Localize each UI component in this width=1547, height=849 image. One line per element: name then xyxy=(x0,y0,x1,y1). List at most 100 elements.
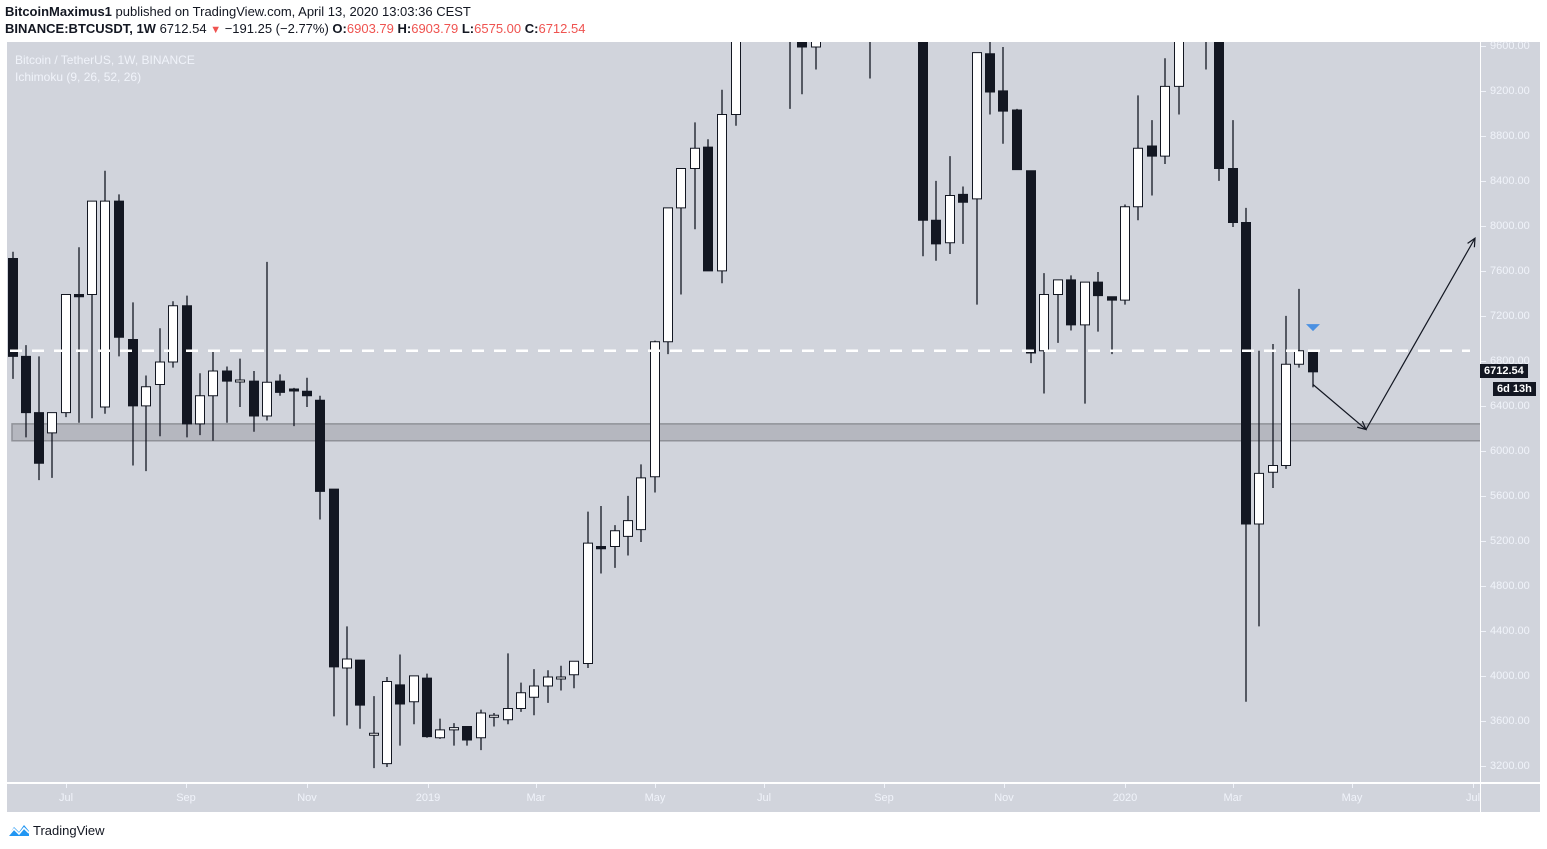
candle[interactable] xyxy=(811,42,821,70)
candle[interactable] xyxy=(529,669,539,716)
candle[interactable] xyxy=(342,626,352,726)
candle[interactable] xyxy=(1012,108,1022,171)
candle[interactable] xyxy=(569,660,579,689)
candle[interactable] xyxy=(945,156,955,254)
candle[interactable] xyxy=(1093,272,1103,332)
candle[interactable] xyxy=(315,395,325,520)
candle[interactable] xyxy=(610,525,620,568)
candle[interactable] xyxy=(1294,288,1304,368)
time-tick-mark xyxy=(884,784,885,788)
candle[interactable] xyxy=(731,42,741,126)
candle[interactable] xyxy=(596,506,606,574)
candle[interactable] xyxy=(355,659,365,729)
candle[interactable] xyxy=(395,654,405,746)
candle[interactable] xyxy=(489,713,499,727)
candle[interactable] xyxy=(583,511,593,668)
candle[interactable] xyxy=(1107,296,1117,355)
candle[interactable] xyxy=(1308,349,1318,388)
candle[interactable] xyxy=(503,653,513,725)
candle[interactable] xyxy=(422,673,432,738)
candle[interactable] xyxy=(786,42,795,109)
candle[interactable] xyxy=(1254,350,1264,627)
candle[interactable] xyxy=(998,47,1008,144)
candle[interactable] xyxy=(21,345,31,438)
candle[interactable] xyxy=(1026,170,1036,364)
candle[interactable] xyxy=(155,328,165,437)
candle[interactable] xyxy=(1214,42,1224,181)
candle[interactable] xyxy=(462,726,472,746)
candle[interactable] xyxy=(516,682,526,712)
candle[interactable] xyxy=(87,200,97,419)
candle[interactable] xyxy=(302,377,312,407)
author-name[interactable]: BitcoinMaximus1 xyxy=(5,4,112,19)
symbol-label: BINANCE:BTCUSDT, 1W xyxy=(5,21,156,36)
candle[interactable] xyxy=(1080,281,1090,404)
candle[interactable] xyxy=(1066,275,1076,331)
candle[interactable] xyxy=(797,42,807,95)
candle[interactable] xyxy=(703,139,713,272)
candle[interactable] xyxy=(556,665,566,691)
indicator-legend[interactable]: Ichimoku (9, 26, 52, 26) xyxy=(15,70,142,84)
candle[interactable] xyxy=(329,488,339,717)
candle[interactable] xyxy=(690,122,700,230)
candle[interactable] xyxy=(476,709,486,751)
candle[interactable] xyxy=(275,374,285,396)
candle[interactable] xyxy=(1147,120,1157,196)
candle[interactable] xyxy=(931,180,941,261)
candle[interactable] xyxy=(222,366,232,423)
candle[interactable] xyxy=(435,718,445,739)
candle[interactable] xyxy=(1174,42,1184,115)
candle[interactable] xyxy=(249,371,259,432)
candle[interactable] xyxy=(543,670,553,703)
candle[interactable] xyxy=(369,696,379,769)
candle[interactable] xyxy=(1053,279,1063,343)
time-tick-label: Nov xyxy=(994,792,1014,804)
candle[interactable] xyxy=(1202,42,1211,70)
candle[interactable] xyxy=(918,42,928,257)
candle[interactable] xyxy=(182,295,192,438)
candle[interactable] xyxy=(114,194,124,357)
candle[interactable] xyxy=(449,723,459,746)
candle[interactable] xyxy=(1281,315,1291,469)
candle[interactable] xyxy=(676,168,686,295)
candle[interactable] xyxy=(34,356,44,481)
candle[interactable] xyxy=(985,42,995,115)
candle[interactable] xyxy=(1120,204,1130,305)
candle[interactable] xyxy=(195,373,205,436)
candle[interactable] xyxy=(636,464,646,542)
candle[interactable] xyxy=(866,42,875,79)
candle[interactable] xyxy=(208,350,218,441)
candle[interactable] xyxy=(717,89,727,284)
series-legend[interactable]: Bitcoin / TetherUS, 1W, BINANCE xyxy=(15,53,195,67)
candle[interactable] xyxy=(1228,120,1238,227)
candle[interactable] xyxy=(100,170,110,414)
candle[interactable] xyxy=(8,251,18,379)
candle[interactable] xyxy=(972,52,982,305)
candle[interactable] xyxy=(409,675,419,725)
candle[interactable] xyxy=(1241,207,1251,702)
candle[interactable] xyxy=(74,247,84,423)
time-axis[interactable]: Jul Sep Nov 2019 Mar May Jul Sep Nov 2020 Mar May Ju… xyxy=(7,783,1480,812)
candle[interactable] xyxy=(663,207,673,355)
candle[interactable] xyxy=(235,358,245,407)
candle[interactable] xyxy=(1268,344,1278,488)
candle[interactable] xyxy=(61,294,71,418)
candlestick-plot[interactable] xyxy=(7,42,1480,782)
candle[interactable] xyxy=(128,302,138,466)
candle[interactable] xyxy=(47,412,57,478)
candle[interactable] xyxy=(168,301,178,368)
candle[interactable] xyxy=(262,261,272,421)
tradingview-branding[interactable]: TradingView xyxy=(6,822,105,838)
candle[interactable] xyxy=(1133,95,1143,221)
time-tick-label: Sep xyxy=(176,792,196,804)
candle[interactable] xyxy=(650,340,660,493)
candle[interactable] xyxy=(1160,58,1170,164)
candle[interactable] xyxy=(958,186,968,244)
candle[interactable] xyxy=(289,387,299,427)
price-axis[interactable]: 9600.00 9200.00 8800.00 8400.00 8000.00 7600.… xyxy=(1480,40,1540,782)
candle[interactable] xyxy=(623,495,633,556)
candle[interactable] xyxy=(382,677,392,767)
candle[interactable] xyxy=(1039,273,1049,394)
candle[interactable] xyxy=(141,375,151,472)
chart-pane[interactable]: Bitcoin / TetherUS, 1W, BINANCE Ichimoku… xyxy=(7,42,1480,782)
